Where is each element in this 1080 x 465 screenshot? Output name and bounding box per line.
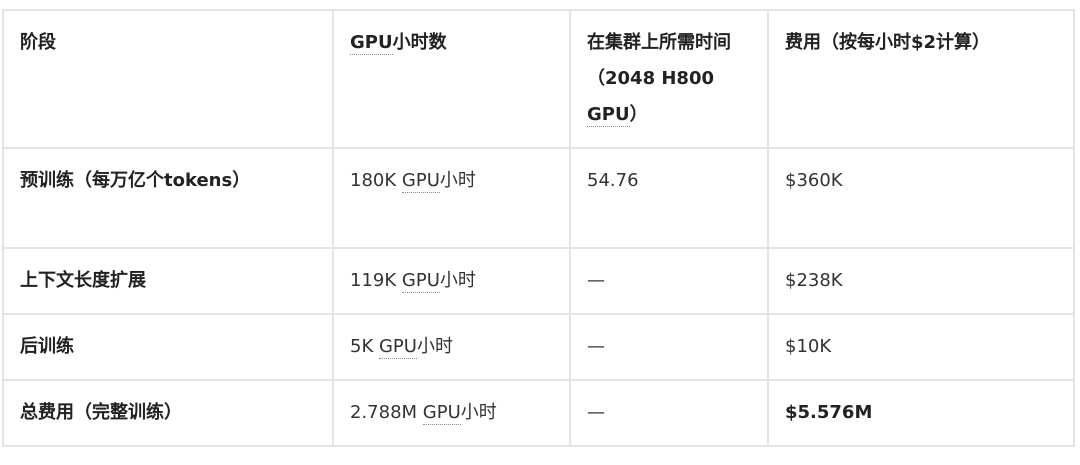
- gpu-hours-unit: 小时: [439, 270, 476, 291]
- cell-cluster-time: —: [569, 379, 769, 447]
- gpu-hours-value: 119K: [350, 270, 402, 291]
- gpu-hours-value: 5K: [350, 336, 379, 357]
- gpu-abbreviation[interactable]: GPU: [587, 104, 630, 127]
- training-cost-table: 阶段 GPU小时数 在集群上所需时间（2048 H800 GPU） 费用（按每小…: [2, 9, 1075, 447]
- cell-cost: $238K: [767, 247, 1075, 315]
- table-row: 后训练 5K GPU小时 — $10K: [2, 313, 1075, 381]
- cell-gpu-hours: 2.788M GPU小时: [332, 379, 571, 447]
- header-cluster-time-suffix: ）: [629, 104, 648, 125]
- table-row: 预训练（每万亿个tokens） 180K GPU小时 54.76 $360K: [2, 147, 1075, 249]
- cell-gpu-hours: 119K GPU小时: [332, 247, 571, 315]
- header-cost: 费用（按每小时$2计算）: [767, 9, 1075, 149]
- cell-cost: $360K: [767, 147, 1075, 249]
- gpu-hours-value: 180K: [350, 170, 402, 191]
- gpu-abbreviation[interactable]: GPU: [350, 32, 393, 55]
- cell-cost-total: $5.576M: [767, 379, 1075, 447]
- cell-cluster-time: 54.76: [569, 147, 769, 249]
- header-gpu-hours: GPU小时数: [332, 9, 571, 149]
- table-row: 上下文长度扩展 119K GPU小时 — $238K: [2, 247, 1075, 315]
- gpu-hours-unit: 小时: [439, 170, 476, 191]
- gpu-hours-unit: 小时: [416, 336, 453, 357]
- header-gpu-hours-text: 小时数: [392, 32, 447, 53]
- cell-stage: 总费用（完整训练）: [2, 379, 334, 447]
- cell-cost: $10K: [767, 313, 1075, 381]
- gpu-abbreviation[interactable]: GPU: [422, 402, 461, 425]
- cell-stage: 上下文长度扩展: [2, 247, 334, 315]
- header-cluster-time-text: 在集群上所需时间（2048 H800: [587, 32, 731, 89]
- header-stage: 阶段: [2, 9, 334, 149]
- gpu-hours-value: 2.788M: [350, 402, 423, 423]
- cell-stage: 预训练（每万亿个tokens）: [2, 147, 334, 249]
- header-row: 阶段 GPU小时数 在集群上所需时间（2048 H800 GPU） 费用（按每小…: [2, 9, 1075, 149]
- cell-gpu-hours: 180K GPU小时: [332, 147, 571, 249]
- gpu-abbreviation[interactable]: GPU: [401, 270, 440, 293]
- cell-gpu-hours: 5K GPU小时: [332, 313, 571, 381]
- cell-cluster-time: —: [569, 247, 769, 315]
- gpu-abbreviation[interactable]: GPU: [401, 170, 440, 193]
- header-cluster-time: 在集群上所需时间（2048 H800 GPU）: [569, 9, 769, 149]
- gpu-hours-unit: 小时: [460, 402, 497, 423]
- cell-stage: 后训练: [2, 313, 334, 381]
- gpu-abbreviation[interactable]: GPU: [378, 336, 417, 359]
- table-row: 总费用（完整训练） 2.788M GPU小时 — $5.576M: [2, 379, 1075, 447]
- cell-cluster-time: —: [569, 313, 769, 381]
